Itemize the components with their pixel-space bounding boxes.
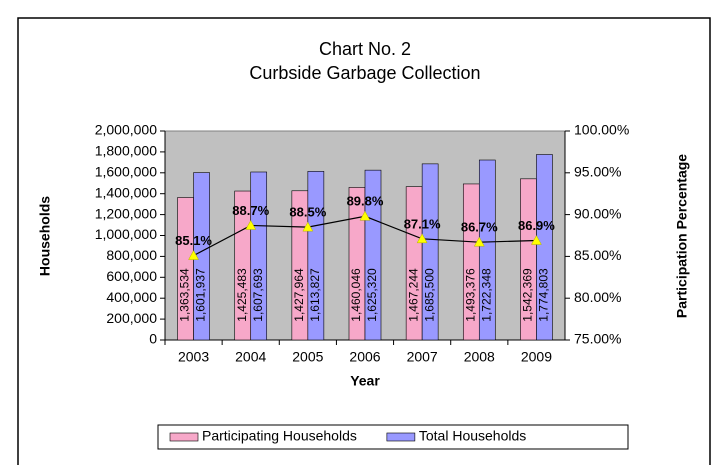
- y-tick-label: 600,000: [106, 268, 157, 284]
- y-axis-title: Households: [37, 196, 53, 276]
- bar-value-label: 1,467,244: [406, 268, 420, 322]
- bar: [250, 171, 268, 341]
- line-value-label: 86.9%: [518, 218, 555, 233]
- x-tick-label: 2003: [178, 349, 209, 365]
- chart-subtitle: Curbside Garbage Collection: [249, 63, 480, 83]
- y-tick-label: 400,000: [106, 289, 157, 305]
- bar-value-label: 1,427,964: [292, 268, 306, 322]
- bar: [536, 154, 553, 341]
- line-value-label: 86.7%: [461, 220, 498, 235]
- y-tick-label: 1,800,000: [95, 143, 157, 159]
- bar-value-label: 1,542,369: [521, 268, 535, 322]
- bar-value-label: 1,722,348: [479, 268, 493, 322]
- bar: [478, 159, 496, 341]
- x-tick-label: 2004: [235, 349, 266, 365]
- y2-tick-label: 75.00%: [574, 331, 621, 347]
- y-tick-label: 1,000,000: [95, 226, 157, 242]
- bar-value-label: 1,774,803: [537, 268, 551, 322]
- legend-swatch: [169, 432, 199, 442]
- line-marker: [245, 219, 257, 230]
- x-tick-label: 2009: [521, 349, 552, 365]
- line-value-label: 85.1%: [175, 233, 212, 248]
- x-tick-label: 2007: [407, 349, 438, 365]
- y-tick-label: 800,000: [106, 247, 157, 263]
- bar-value-label: 1,685,500: [422, 268, 436, 322]
- y-tick-label: 2,000,000: [95, 122, 157, 138]
- y2-tick-label: 85.00%: [574, 247, 621, 263]
- line-marker: [416, 233, 428, 244]
- legend-swatch: [386, 432, 416, 442]
- y-tick-label: 1,600,000: [95, 164, 157, 180]
- line-value-label: 87.1%: [404, 216, 441, 231]
- bar-value-label: 1,460,046: [349, 268, 363, 322]
- x-tick-label: 2006: [349, 349, 380, 365]
- line-marker: [473, 236, 485, 247]
- bar: [307, 171, 325, 341]
- chart-title: Chart No. 2: [319, 39, 411, 59]
- line-value-label: 88.7%: [232, 203, 269, 218]
- legend-label: Total Households: [419, 428, 526, 444]
- line-marker: [531, 235, 542, 245]
- y-tick-label: 0: [149, 331, 157, 347]
- bar-value-label: 1,607,693: [251, 268, 265, 322]
- x-tick-label: 2005: [292, 349, 323, 365]
- y2-axis-title: Participation Percentage: [674, 154, 690, 318]
- y2-tick-label: 100.00%: [574, 122, 629, 138]
- x-tick-label: 2008: [464, 349, 495, 365]
- bar-value-label: 1,613,827: [308, 268, 322, 322]
- bar-value-label: 1,425,483: [235, 268, 249, 322]
- bar-value-label: 1,601,937: [194, 268, 208, 322]
- bar-value-label: 1,625,320: [365, 268, 379, 322]
- bar: [364, 169, 382, 341]
- y2-tick-label: 95.00%: [574, 164, 621, 180]
- line-value-label: 88.5%: [289, 205, 326, 220]
- legend-label: Participating Households: [202, 428, 357, 444]
- line-value-label: 89.8%: [347, 194, 384, 209]
- y2-tick-label: 80.00%: [574, 289, 621, 305]
- line-marker: [188, 250, 199, 260]
- bar-value-label: 1,493,376: [463, 268, 477, 322]
- line-marker: [359, 210, 371, 221]
- bar-value-label: 1,363,534: [178, 268, 192, 322]
- bar: [421, 163, 439, 341]
- y2-tick-label: 90.00%: [574, 205, 621, 221]
- y-tick-label: 1,200,000: [95, 205, 157, 221]
- y-tick-label: 1,400,000: [95, 184, 157, 200]
- y-tick-label: 200,000: [106, 310, 157, 326]
- x-axis-title: Year: [350, 373, 380, 389]
- line-marker: [302, 221, 314, 232]
